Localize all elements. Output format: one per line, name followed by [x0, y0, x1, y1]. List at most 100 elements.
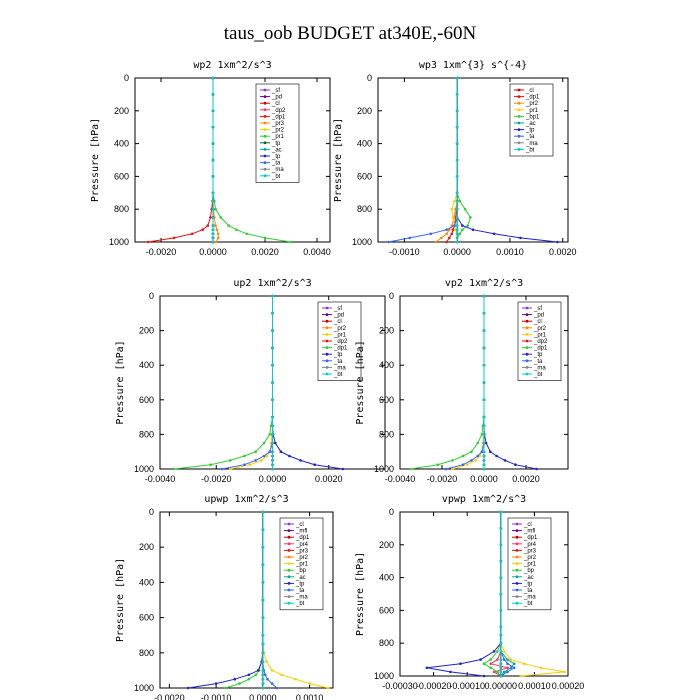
data-point	[243, 463, 246, 467]
data-point	[455, 93, 459, 96]
data-point	[482, 346, 486, 350]
data-point	[451, 216, 455, 219]
data-point	[492, 670, 496, 674]
data-point	[263, 673, 267, 677]
data-point	[482, 454, 486, 458]
legend-label: _ta	[295, 588, 305, 594]
x-tick-label: 0.0040	[303, 247, 331, 257]
legend-marker	[517, 134, 521, 138]
data-point	[455, 232, 459, 236]
data-point	[261, 616, 265, 619]
series-line-pr1	[452, 296, 485, 470]
legend-box	[509, 83, 554, 157]
data-point	[482, 441, 486, 445]
data-point	[499, 625, 503, 629]
legend-label: _dp2	[333, 339, 348, 345]
data-point	[455, 175, 459, 178]
data-point	[495, 454, 498, 458]
legend-label: _bt	[533, 372, 543, 378]
data-point	[455, 207, 459, 211]
legend-marker	[263, 88, 267, 92]
data-point	[563, 670, 566, 674]
data-point	[261, 642, 265, 646]
data-point	[484, 441, 488, 445]
legend-marker	[325, 313, 329, 316]
data-point	[499, 658, 503, 661]
data-point	[482, 312, 486, 315]
data-point	[482, 463, 486, 467]
y-tick-label: 600	[379, 605, 394, 615]
data-point	[387, 240, 390, 244]
legend-label: _pr2	[533, 326, 547, 332]
data-point	[499, 633, 503, 637]
legend-label: _pr2	[333, 326, 347, 332]
data-point	[499, 510, 503, 514]
data-point	[261, 677, 265, 681]
data-point	[215, 228, 219, 231]
legend-label: _dp2	[271, 108, 286, 114]
data-point	[455, 228, 459, 231]
data-point	[229, 467, 232, 471]
data-point	[453, 199, 456, 203]
data-point	[214, 240, 217, 244]
y-tick-label: 600	[139, 395, 154, 405]
data-point	[263, 236, 267, 240]
y-axis-label: Pressure [hPa]	[355, 340, 366, 424]
legend-marker	[515, 582, 519, 585]
data-point	[261, 682, 265, 685]
data-point	[146, 240, 150, 244]
x-tick-label: -0.0010	[201, 693, 232, 700]
legend-marker	[515, 549, 519, 552]
legend-marker	[525, 339, 529, 343]
legend-marker	[525, 359, 529, 363]
data-point	[261, 651, 265, 655]
data-point	[214, 682, 218, 685]
legend-label: _pr2	[295, 555, 309, 561]
data-point	[499, 527, 503, 530]
legend-marker	[287, 568, 291, 572]
data-point	[512, 666, 516, 670]
data-point	[512, 662, 516, 665]
legend-marker	[525, 352, 529, 356]
legend-marker	[525, 372, 529, 376]
data-point	[211, 76, 215, 80]
x-tick-label: 0.0000	[259, 474, 287, 484]
x-tick-label: 0.0010	[296, 693, 324, 700]
data-point	[211, 236, 215, 240]
legend-label: _ac	[271, 147, 282, 153]
x-tick-label: -0.0020	[154, 693, 185, 700]
legend-marker	[325, 366, 329, 369]
legend-marker	[517, 141, 521, 145]
y-tick-label: 400	[139, 360, 154, 370]
y-tick-label: 1000	[374, 464, 394, 474]
data-point	[248, 463, 252, 467]
y-tick-label: 0	[149, 291, 154, 301]
data-point	[455, 191, 459, 195]
data-point	[280, 673, 283, 677]
data-point	[271, 312, 274, 315]
data-point	[266, 677, 269, 681]
legend-marker	[287, 595, 291, 598]
data-point	[480, 450, 484, 454]
legend-label: _ma	[525, 141, 538, 147]
data-point	[450, 207, 454, 211]
data-point	[224, 686, 227, 690]
x-tick-label: 0.0000	[199, 247, 227, 257]
data-point	[211, 109, 215, 113]
data-point	[502, 650, 506, 653]
legend-marker	[263, 167, 267, 171]
data-point	[214, 207, 217, 211]
legend-marker	[515, 555, 519, 559]
legend-label: _mfl	[295, 529, 307, 535]
legend-label: _ma	[533, 365, 546, 371]
data-point	[496, 658, 499, 661]
legend-label: _pr1	[295, 562, 309, 568]
data-point	[271, 424, 274, 428]
data-point	[445, 228, 448, 231]
data-point	[499, 662, 503, 665]
x-tick-label: -0.0040	[385, 474, 416, 484]
data-point	[220, 467, 224, 471]
data-point	[519, 674, 523, 678]
series-line-bp	[225, 512, 264, 689]
data-point	[209, 463, 212, 467]
